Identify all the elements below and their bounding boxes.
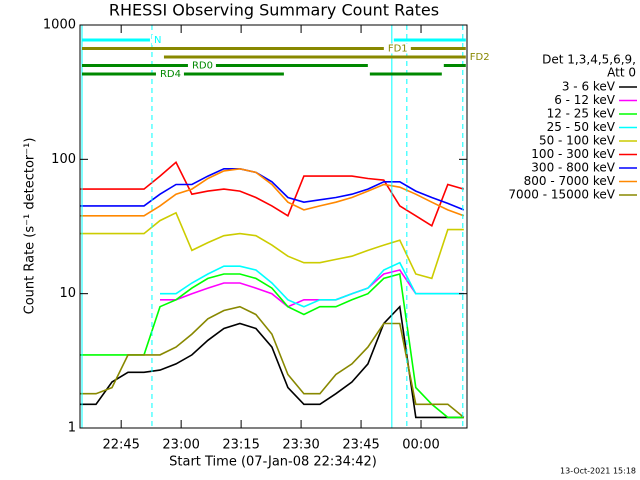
chart-title: RHESSI Observing Summary Count Rates <box>109 1 439 20</box>
label-bg <box>151 35 163 45</box>
x-tick-label: 23:30 <box>282 438 319 453</box>
mode-label: N <box>154 35 161 46</box>
x-tick-label: 23:00 <box>162 438 199 453</box>
series-line <box>160 261 464 308</box>
footer: 13-Oct-2021 15:18 <box>560 467 636 476</box>
x-tick-label: 22:45 <box>102 438 139 453</box>
legend-label: 25 - 50 keV <box>547 120 616 134</box>
series-line <box>80 161 465 227</box>
legend-label: 800 - 7000 keV <box>524 174 616 188</box>
series-line <box>80 305 465 419</box>
legend-label: 50 - 100 keV <box>539 134 616 148</box>
label-bg <box>157 69 183 79</box>
y-tick-label: 1 <box>68 421 76 436</box>
series-line <box>80 211 464 280</box>
legend-label: 6 - 12 keV <box>554 93 616 107</box>
legend-label: 300 - 800 keV <box>531 161 615 175</box>
mode-label: FD2 <box>470 52 490 63</box>
legend-label: 3 - 6 keV <box>562 80 616 94</box>
legend-label: 12 - 25 keV <box>547 107 616 121</box>
y-tick-label: 10 <box>59 286 76 301</box>
mode-label: RD4 <box>160 69 181 80</box>
y-axis-label: Count Rate (s⁻¹ detector⁻¹) <box>23 138 38 315</box>
label-bg <box>385 43 411 54</box>
series-line <box>80 168 465 211</box>
plot-frame <box>79 24 468 429</box>
legend-label: 100 - 300 keV <box>531 147 615 161</box>
series-line <box>80 167 465 217</box>
y-tick-label: 100 <box>51 152 76 167</box>
legend-label: 7000 - 15000 keV <box>508 188 615 202</box>
x-tick-label: 23:45 <box>342 438 379 453</box>
y-tick-label: 1000 <box>43 18 76 33</box>
label-bg <box>467 52 493 62</box>
label-bg <box>189 60 215 71</box>
mode-label: RD0 <box>192 61 213 72</box>
legend-title: Att 0 <box>607 66 636 80</box>
legend-title: Det 1,3,4,5,6,9, <box>542 53 636 67</box>
x-tick-label: 00:00 <box>402 438 439 453</box>
x-tick-label: 23:15 <box>222 438 259 453</box>
x-axis-label: Start Time (07-Jan-08 22:34:42) <box>169 455 377 470</box>
mode-label: FD1 <box>388 44 408 55</box>
series-line <box>80 304 464 419</box>
